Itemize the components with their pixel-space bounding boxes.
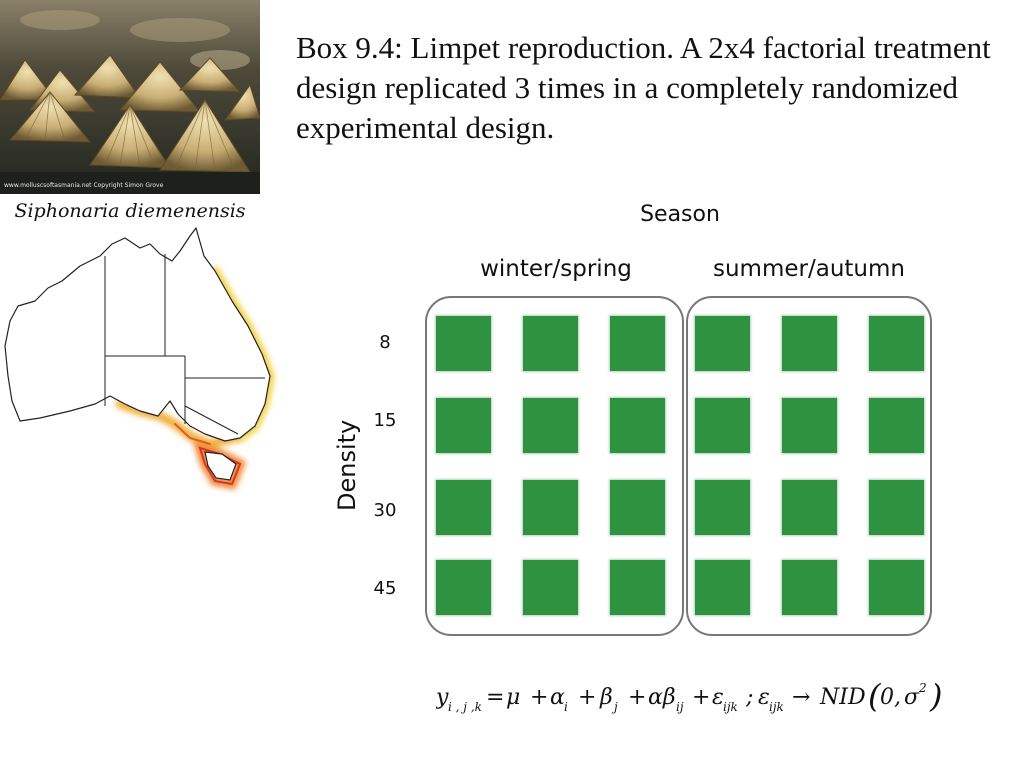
plot-cell: [695, 398, 750, 453]
row-label-30: 30: [373, 500, 397, 521]
eq-alpha: α: [550, 685, 565, 710]
plot-cell: [610, 480, 665, 535]
eq-epsilon-sub: ijk: [723, 700, 738, 714]
plot-cell: [436, 560, 491, 615]
group-label-summer-autumn: summer/autumn: [713, 256, 905, 282]
row-label-45: 45: [373, 578, 397, 599]
plot-cell: [869, 560, 924, 615]
slide-title: Box 9.4: Limpet reproduction. A 2x4 fact…: [296, 30, 991, 145]
season-axis-title: Season: [640, 202, 720, 227]
plot-cell: [869, 480, 924, 535]
plot-cell: [523, 398, 578, 453]
eq-mu: μ: [506, 685, 520, 710]
eq-epsilon: ε: [712, 685, 724, 710]
row-label-15: 15: [373, 410, 397, 431]
eq-epsilon-2-sub: ijk: [769, 700, 784, 714]
group-label-winter-spring: winter/spring: [480, 256, 632, 282]
limpet-photo: www.molluscsoftasmania.net Copyright Sim…: [0, 0, 260, 194]
plot-cell: [695, 480, 750, 535]
eq-sigma: σ: [904, 685, 920, 710]
eq-arrow: →: [792, 685, 810, 710]
plot-cell: [610, 398, 665, 453]
eq-nid: NID: [819, 685, 866, 710]
eq-zero: 0: [880, 685, 894, 710]
plot-cell: [869, 398, 924, 453]
plot-cell: [523, 480, 578, 535]
eq-plus-2: +: [578, 685, 596, 710]
row-label-8: 8: [379, 332, 391, 353]
eq-epsilon-2: ε: [758, 685, 770, 710]
plot-cell: [782, 316, 837, 371]
plot-cell: [436, 398, 491, 453]
photo-credit: www.molluscsoftasmania.net Copyright Sim…: [4, 182, 164, 189]
eq-beta-sub: j: [611, 700, 618, 714]
plot-cell: [782, 480, 837, 535]
plot-cell: [695, 316, 750, 371]
plot-cell: [436, 480, 491, 535]
eq-plus-4: +: [692, 685, 710, 710]
plot-cell: [436, 316, 491, 371]
plot-cell: [523, 316, 578, 371]
plot-cell: [523, 560, 578, 615]
plot-cell: [869, 316, 924, 371]
species-caption: Siphonaria diemenensis: [14, 200, 246, 222]
group-box-summer-autumn: [686, 296, 932, 636]
model-equation: y i , j ,k = μ + α i + β j + αβ ij + ε i…: [435, 676, 956, 724]
eq-y-sub: i , j ,k: [448, 700, 482, 714]
eq-y: y: [436, 685, 449, 710]
eq-alphabeta-sub: ij: [676, 700, 684, 714]
eq-alpha-sub: i: [564, 700, 568, 714]
plot-cell: [782, 398, 837, 453]
eq-plus-1: +: [530, 685, 548, 710]
eq-alphabeta: αβ: [648, 685, 676, 710]
plot-cell: [610, 316, 665, 371]
plot-cell: [610, 560, 665, 615]
eq-semicolon: ;: [745, 685, 753, 710]
eq-paren-close: ): [929, 677, 942, 715]
australia-distribution-map: [0, 226, 290, 500]
eq-comma: ,: [894, 685, 901, 710]
eq-sigma-sup: 2: [918, 681, 927, 695]
plot-cell: [782, 560, 837, 615]
eq-beta: β: [599, 685, 613, 710]
eq-equals: =: [486, 685, 504, 710]
eq-paren-open: (: [868, 677, 882, 715]
eq-plus-3: +: [628, 685, 646, 710]
plot-cell: [695, 560, 750, 615]
group-box-winter-spring: [425, 296, 684, 636]
density-axis-title: Density: [333, 419, 361, 511]
